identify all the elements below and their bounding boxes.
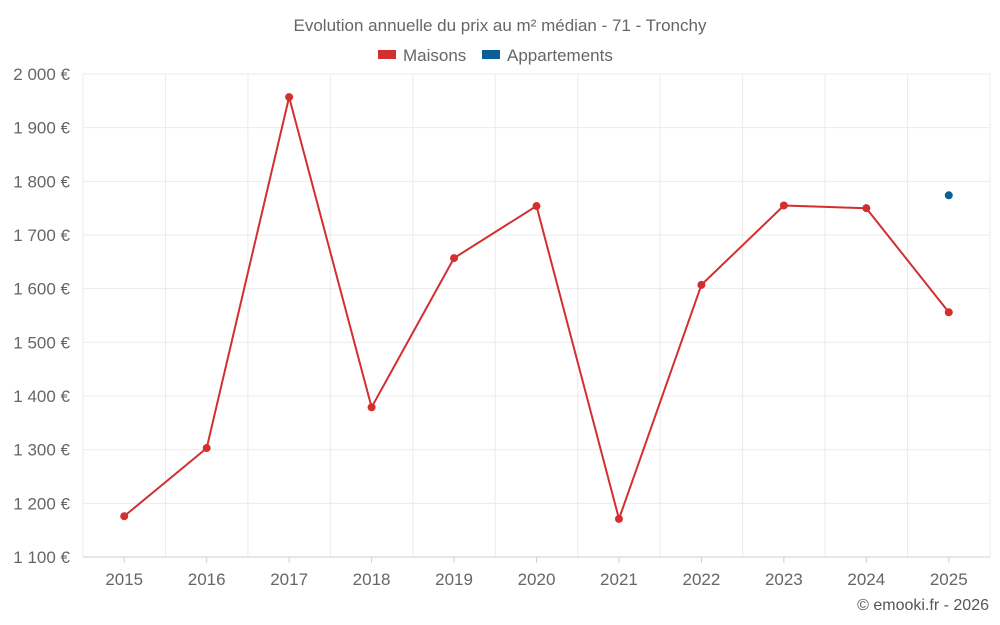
x-axis-ticks: 2015 2016 2017 2018 2019 2020 2021 2022 2023 2024… bbox=[105, 557, 968, 589]
legend: Maisons Appartements bbox=[378, 46, 613, 65]
grid-lines bbox=[82, 73, 991, 558]
x-tick-label: 2020 bbox=[518, 570, 556, 589]
data-point-maisons[interactable] bbox=[697, 280, 706, 289]
data-point-maisons[interactable] bbox=[532, 202, 541, 211]
y-tick-label: 1 400 € bbox=[13, 387, 70, 406]
data-point-maisons[interactable] bbox=[779, 201, 788, 210]
x-tick-label: 2015 bbox=[105, 570, 143, 589]
y-axis-ticks: 1 100 € 1 200 € 1 300 € 1 400 € 1 500 € 1 600… bbox=[13, 65, 70, 567]
x-tick-label: 2017 bbox=[270, 570, 308, 589]
data-point-maisons[interactable] bbox=[862, 204, 871, 213]
x-tick-label: 2016 bbox=[188, 570, 226, 589]
data-point-maisons[interactable] bbox=[614, 514, 623, 523]
x-tick-label: 2023 bbox=[765, 570, 803, 589]
copyright-credit: © emooki.fr - 2026 bbox=[857, 597, 989, 614]
y-tick-label: 1 900 € bbox=[13, 119, 70, 138]
chart-title: Evolution annuelle du prix au m² médian … bbox=[294, 16, 707, 35]
data-point-maisons[interactable] bbox=[450, 254, 459, 263]
data-point-maisons[interactable] bbox=[202, 444, 211, 453]
legend-swatch-maisons bbox=[378, 50, 396, 59]
data-point-maisons[interactable] bbox=[944, 308, 953, 317]
data-point-appartements[interactable] bbox=[944, 191, 953, 200]
y-tick-label: 1 600 € bbox=[13, 280, 70, 299]
y-tick-label: 2 000 € bbox=[13, 65, 70, 84]
legend-swatch-appartements bbox=[482, 50, 500, 59]
y-tick-label: 1 500 € bbox=[13, 333, 70, 352]
data-point-maisons[interactable] bbox=[367, 403, 376, 412]
series-layer bbox=[120, 93, 953, 523]
x-tick-label: 2025 bbox=[930, 570, 968, 589]
y-tick-label: 1 800 € bbox=[13, 172, 70, 191]
x-tick-label: 2019 bbox=[435, 570, 473, 589]
y-tick-label: 1 100 € bbox=[13, 548, 70, 567]
data-point-maisons[interactable] bbox=[285, 93, 294, 102]
legend-item-appartements[interactable]: Appartements bbox=[507, 46, 613, 65]
x-tick-label: 2024 bbox=[847, 570, 885, 589]
y-tick-label: 1 300 € bbox=[13, 441, 70, 460]
legend-item-maisons[interactable]: Maisons bbox=[403, 46, 466, 65]
x-tick-label: 2018 bbox=[353, 570, 391, 589]
y-tick-label: 1 700 € bbox=[13, 226, 70, 245]
data-point-maisons[interactable] bbox=[120, 512, 129, 521]
x-tick-label: 2022 bbox=[682, 570, 720, 589]
y-tick-label: 1 200 € bbox=[13, 494, 70, 513]
x-tick-label: 2021 bbox=[600, 570, 638, 589]
